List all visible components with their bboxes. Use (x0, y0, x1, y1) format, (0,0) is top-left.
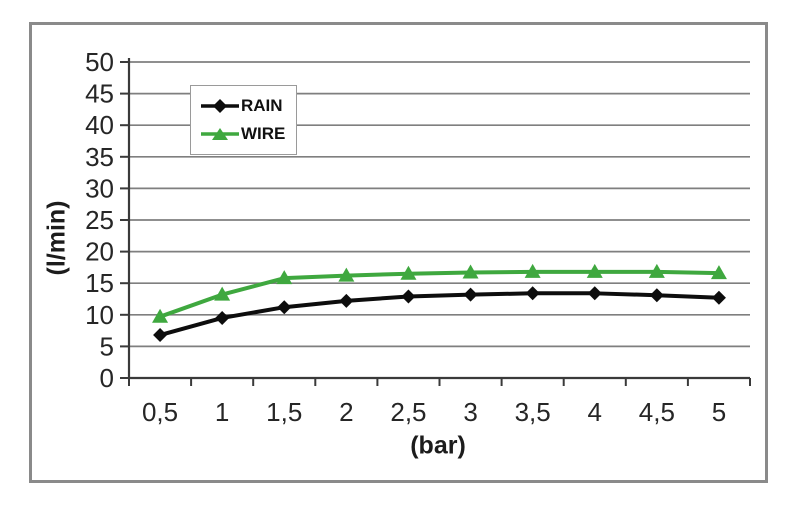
marker-diamond-rain (525, 286, 540, 301)
marker-triangle-wire (648, 263, 665, 278)
marker-diamond-rain (711, 290, 726, 305)
legend-item-wire: WIRE (199, 125, 296, 143)
y-tick-label: 30 (85, 173, 114, 203)
x-tick-label: 1,5 (266, 397, 302, 427)
x-tick-label: 0,5 (142, 397, 178, 427)
x-tick-label: 2,5 (390, 397, 426, 427)
marker-triangle-wire (524, 263, 541, 278)
legend-label-rain: RAIN (241, 95, 283, 115)
wire-series-swatch-icon (201, 128, 239, 141)
chart-legend: RAIN WIRE (190, 85, 297, 155)
x-tick-label: 3,5 (515, 397, 551, 427)
y-tick-label: 5 (100, 331, 114, 361)
x-tick-label: 5 (712, 397, 726, 427)
rain-series-swatch-icon (201, 98, 239, 113)
x-tick-label: 4,5 (639, 397, 675, 427)
y-tick-label: 40 (85, 110, 114, 140)
marker-triangle-wire (338, 267, 355, 282)
y-tick-label: 0 (100, 363, 114, 393)
x-axis-title: (bar) (410, 431, 466, 460)
marker-triangle-wire (400, 265, 417, 280)
marker-diamond-rain (153, 328, 168, 343)
x-tick-label: 1 (215, 397, 229, 427)
marker-diamond-rain (401, 289, 416, 304)
marker-triangle-wire (276, 270, 293, 285)
y-tick-label: 50 (85, 47, 114, 77)
x-tick-label: 4 (588, 397, 602, 427)
series-line-rain (158, 291, 721, 338)
y-tick-label: 10 (85, 300, 114, 330)
marker-diamond-rain (215, 310, 230, 325)
marker-triangle-wire (152, 308, 169, 323)
y-tick-label: 20 (85, 237, 114, 267)
marker-triangle-wire (462, 264, 479, 279)
marker-diamond-rain (339, 293, 354, 308)
marker-triangle-wire (710, 265, 727, 280)
legend-item-rain: RAIN (199, 95, 296, 115)
y-tick-label: 25 (85, 205, 114, 235)
x-tick-label: 3 (463, 397, 477, 427)
y-axis-title: (l/min) (42, 200, 71, 276)
marker-diamond-rain (463, 287, 478, 302)
x-tick-label: 2 (339, 397, 353, 427)
series-line-wire (158, 269, 721, 319)
y-tick-label: 45 (85, 79, 114, 109)
marker-diamond-rain (277, 300, 292, 315)
y-tick-label: 35 (85, 142, 114, 172)
marker-triangle-wire (214, 286, 231, 301)
chart-frame (29, 22, 768, 483)
marker-diamond-rain (649, 288, 664, 303)
y-tick-label: 15 (85, 268, 114, 298)
marker-diamond-rain (587, 286, 602, 301)
marker-triangle-wire (586, 263, 603, 278)
legend-label-wire: WIRE (241, 124, 286, 144)
